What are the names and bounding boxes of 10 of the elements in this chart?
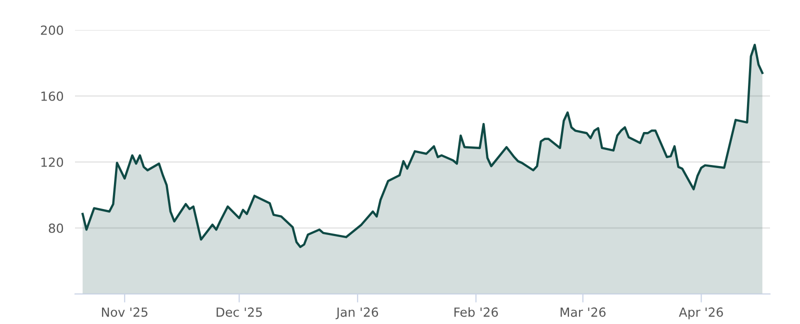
x-tick-label: Dec '25: [216, 307, 262, 317]
x-tick-label: Mar '26: [560, 307, 606, 317]
x-tick-label: Nov '25: [102, 307, 148, 317]
x-tick-label: Feb '26: [454, 307, 498, 317]
y-tick-label: 160: [41, 91, 64, 101]
y-tick-label: 120: [41, 157, 64, 167]
x-tick-label: Jan '26: [336, 307, 378, 320]
y-tick-label: 200: [40, 25, 64, 35]
x-tick-label: Apr '26: [678, 307, 723, 320]
y-tick-label: 80: [48, 223, 64, 233]
